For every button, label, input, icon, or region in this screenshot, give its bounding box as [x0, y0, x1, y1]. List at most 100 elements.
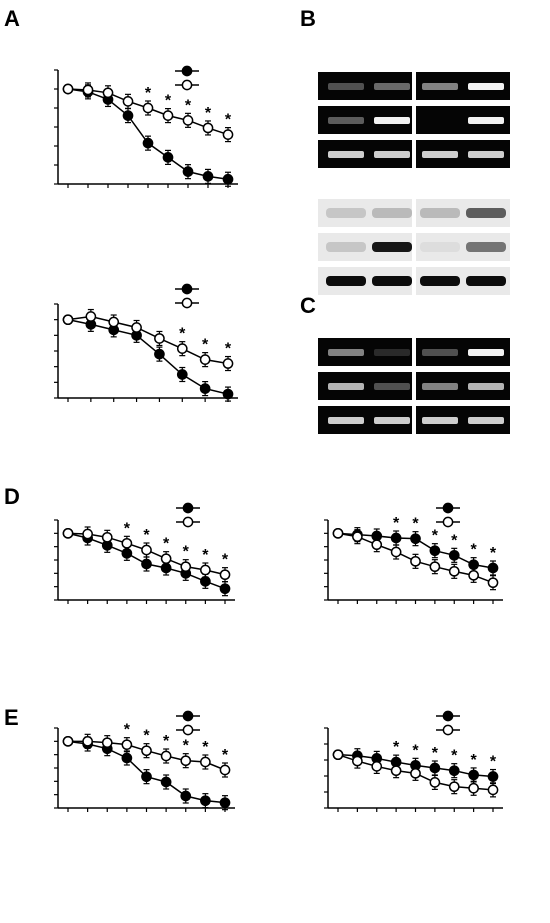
data-point: [180, 561, 192, 573]
data-point: [121, 537, 133, 549]
data-point: [448, 781, 460, 793]
series-shsox2: [332, 749, 499, 798]
gel-band: [328, 417, 364, 424]
legend-marker: [181, 65, 193, 77]
line-chart-a2: * * *: [54, 283, 238, 402]
data-point: [448, 765, 460, 777]
data-point: [142, 102, 154, 114]
significance-asterisk: *: [471, 542, 478, 559]
data-point: [121, 739, 133, 751]
gel-band: [468, 83, 504, 90]
legend-marker: [182, 516, 194, 528]
data-point: [410, 767, 421, 779]
data-point: [487, 771, 499, 782]
western-band: [372, 276, 412, 286]
data-point: [352, 531, 363, 543]
gel-band: [468, 383, 504, 390]
western-band: [372, 242, 412, 252]
data-point: [176, 369, 188, 380]
data-point: [468, 569, 479, 581]
data-point: [487, 562, 499, 574]
western-band: [326, 242, 366, 252]
gel-strip: [318, 72, 412, 100]
data-point: [160, 553, 172, 565]
legend-marker: [442, 516, 454, 528]
gel-band: [422, 349, 458, 356]
data-point: [200, 575, 211, 587]
significance-asterisk: *: [165, 93, 172, 110]
significance-asterisk: *: [179, 326, 186, 343]
gel-band: [422, 383, 458, 390]
western-band: [420, 242, 460, 252]
data-point: [487, 784, 499, 796]
significance-asterisk: *: [143, 527, 150, 544]
data-point: [176, 343, 188, 354]
data-point: [222, 388, 234, 400]
panel-label-e: E: [4, 705, 19, 730]
data-point: [199, 354, 211, 365]
significance-asterisk: *: [451, 748, 458, 765]
data-point: [101, 531, 113, 543]
significance-asterisk: *: [490, 754, 497, 771]
significance-asterisk: *: [202, 739, 209, 756]
significance-asterisk: *: [393, 739, 400, 756]
data-point: [448, 565, 460, 577]
significance-asterisk: *: [183, 544, 190, 561]
data-point: [222, 129, 234, 140]
data-point: [200, 564, 211, 576]
data-point: [122, 96, 134, 107]
data-point: [390, 546, 402, 558]
significance-asterisk: *: [225, 112, 232, 129]
data-point: [154, 333, 165, 344]
data-point: [102, 87, 114, 99]
data-point: [85, 311, 97, 322]
legend-marker: [182, 710, 194, 722]
data-point: [429, 561, 441, 573]
gel-band: [422, 417, 458, 424]
data-point: [141, 558, 152, 570]
data-point: [410, 555, 421, 567]
line-chart-e2: * * * * * *: [324, 710, 503, 812]
gel-band: [422, 151, 458, 158]
series-sp: [62, 82, 234, 143]
significance-asterisk: *: [185, 97, 192, 114]
gel-band: [374, 417, 410, 424]
significance-asterisk: *: [222, 552, 229, 569]
gel-band: [468, 151, 504, 158]
legend-marker: [442, 724, 454, 736]
western-band: [466, 242, 506, 252]
western-band: [466, 208, 506, 218]
data-point: [487, 577, 499, 589]
data-point: [154, 348, 165, 360]
data-point: [332, 527, 344, 539]
gel-band: [422, 83, 458, 90]
legend-marker: [442, 710, 454, 722]
data-point: [410, 533, 421, 545]
data-point: [101, 737, 113, 749]
gel-band: [468, 417, 504, 424]
significance-asterisk: *: [145, 85, 152, 102]
significance-asterisk: *: [124, 722, 131, 739]
significance-asterisk: *: [183, 738, 190, 755]
data-point: [219, 569, 231, 581]
data-point: [219, 764, 231, 776]
data-point: [162, 152, 174, 163]
significance-asterisk: *: [225, 341, 232, 358]
legend-marker: [181, 79, 193, 91]
gel-band: [328, 117, 364, 124]
data-point: [162, 110, 174, 121]
data-point: [222, 173, 234, 185]
significance-asterisk: *: [490, 545, 497, 562]
data-point: [82, 84, 94, 96]
data-point: [82, 735, 93, 747]
data-point: [180, 755, 192, 767]
series-control: [62, 527, 231, 597]
western-band: [326, 208, 366, 218]
gel-band: [328, 83, 364, 90]
data-point: [131, 322, 142, 333]
significance-asterisk: *: [222, 747, 229, 764]
data-point: [180, 790, 192, 802]
significance-asterisk: *: [412, 516, 419, 533]
data-point: [390, 765, 402, 777]
panel-label-d: D: [4, 484, 20, 509]
